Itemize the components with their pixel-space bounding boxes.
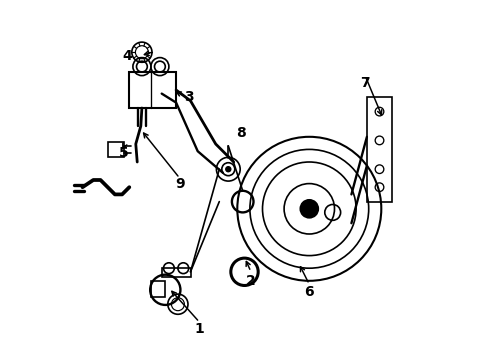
Text: 1: 1 [194, 323, 204, 336]
Text: 2: 2 [245, 274, 255, 288]
Text: 9: 9 [175, 177, 184, 190]
Text: 7: 7 [360, 76, 369, 90]
Circle shape [225, 167, 230, 172]
Text: 4: 4 [122, 49, 132, 63]
Circle shape [300, 200, 318, 218]
Text: 3: 3 [183, 90, 193, 104]
Text: 6: 6 [304, 285, 313, 298]
Text: 8: 8 [236, 126, 245, 140]
Text: 5: 5 [119, 146, 128, 160]
